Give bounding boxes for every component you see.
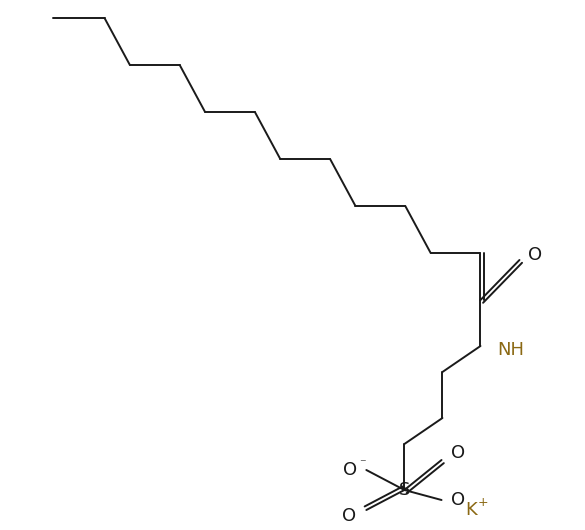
Text: O: O (452, 444, 466, 462)
Text: O: O (343, 461, 357, 479)
Text: S: S (399, 481, 410, 499)
Text: K: K (466, 501, 477, 519)
Text: NH: NH (497, 341, 524, 359)
Text: +: + (478, 496, 488, 509)
Text: O: O (452, 491, 466, 509)
Text: O: O (342, 507, 356, 525)
Text: ⁻: ⁻ (359, 457, 366, 470)
Text: O: O (528, 246, 542, 264)
